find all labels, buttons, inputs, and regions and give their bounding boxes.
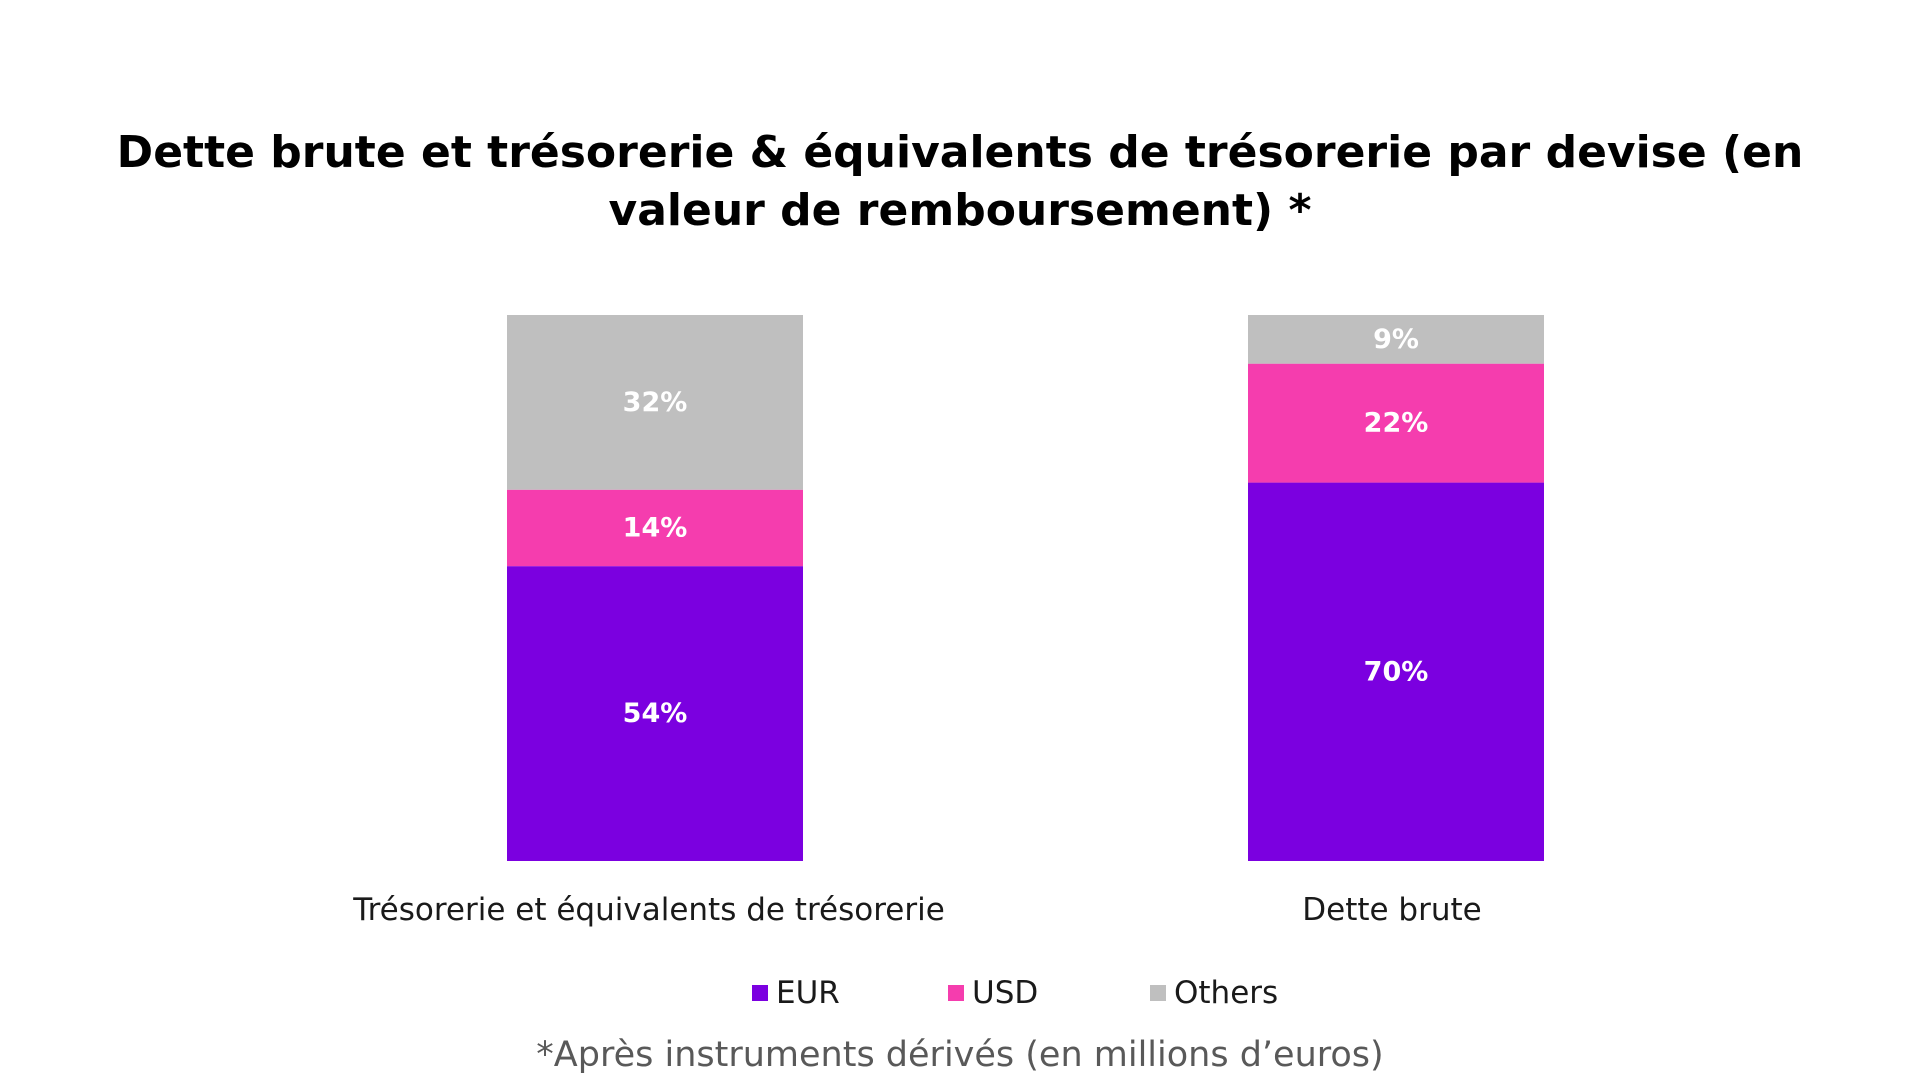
data-label-eur-tresorerie: 54% <box>623 698 688 729</box>
legend-item-usd: USD <box>948 972 1038 1014</box>
bar-usd-dette-brute <box>1248 363 1544 483</box>
bar-usd-tresorerie <box>507 489 803 567</box>
data-label-usd-dette-brute: 22% <box>1364 408 1429 439</box>
legend-label-eur: EUR <box>776 975 840 1011</box>
bar-eur-dette-brute <box>1248 482 1544 861</box>
bar-eur-tresorerie <box>507 566 803 861</box>
legend-swatch-eur <box>752 985 768 1001</box>
category-label-dette-brute: Dette brute <box>1302 892 1481 928</box>
bar-others-dette-brute <box>1248 315 1544 364</box>
legend: EUR USD Others <box>0 972 1920 1014</box>
data-label-eur-dette-brute: 70% <box>1364 656 1429 687</box>
legend-item-eur: EUR <box>752 972 840 1014</box>
category-label-tresorerie: Trésorerie et équivalents de trésorerie <box>352 892 945 928</box>
legend-item-others: Others <box>1150 972 1278 1014</box>
legend-swatch-others <box>1150 985 1166 1001</box>
legend-label-usd: USD <box>972 975 1039 1011</box>
legend-swatch-usd <box>948 985 964 1001</box>
chart-title: Dette brute et trésorerie & équivalents … <box>116 127 1804 236</box>
legend-label-others: Others <box>1174 975 1279 1011</box>
bar-others-tresorerie <box>507 315 803 490</box>
footnote: *Après instruments dérivés (en millions … <box>536 1035 1384 1075</box>
data-label-others-tresorerie: 32% <box>623 387 688 418</box>
data-label-others-dette-brute: 9% <box>1373 324 1419 355</box>
data-label-usd-tresorerie: 14% <box>623 512 688 543</box>
